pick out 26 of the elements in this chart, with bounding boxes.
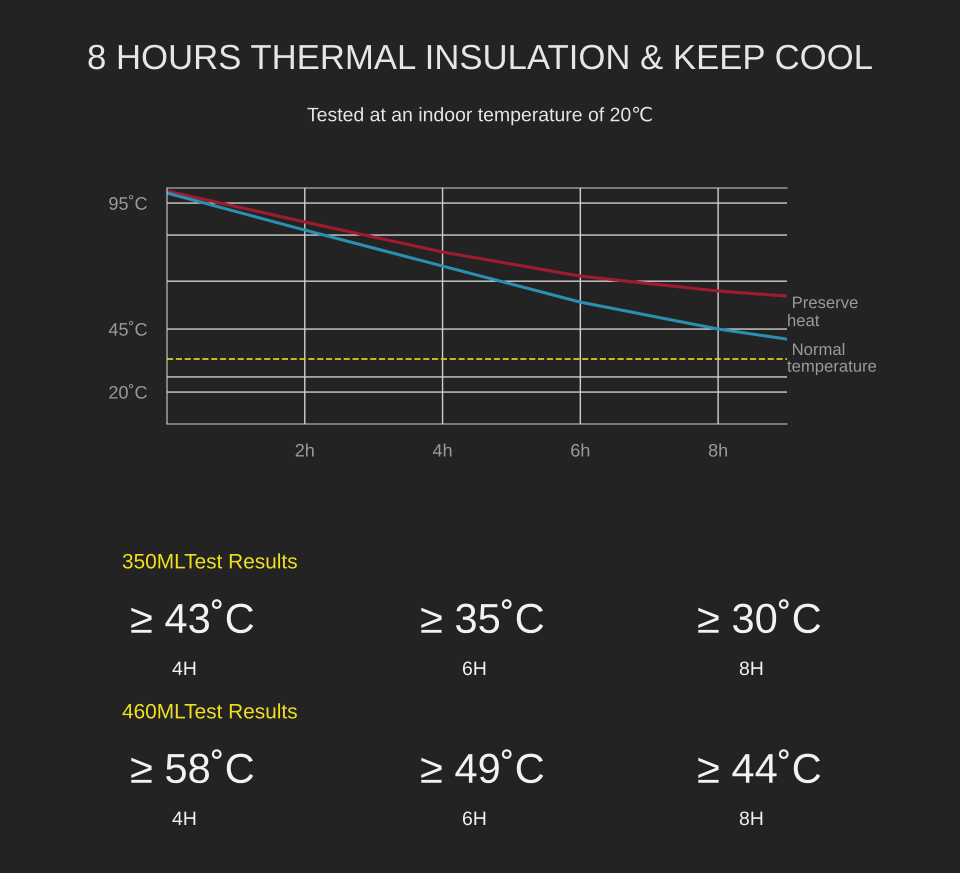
text: 350MLTest Results (122, 553, 297, 569)
chart-subtitle: Tested at an indoor temperature of 20℃ (307, 106, 652, 126)
text: ≥ 35˚C (421, 599, 544, 634)
text: ≥ 58˚C (131, 749, 254, 784)
y-tick-label: 95˚C (109, 195, 147, 210)
text: 6H (462, 811, 486, 826)
x-tick-label: 8h (708, 443, 727, 457)
text: ≥ 43˚C (131, 599, 254, 634)
chart-title: 8 HOURS THERMAL INSULATION & KEEP COOL (88, 44, 872, 70)
x-tick-label: 6h (571, 443, 590, 457)
series-label: Preserve heat (788, 296, 858, 326)
text: ≥ 44˚C (698, 749, 820, 784)
text: 8H (740, 661, 762, 676)
y-tick-label: 20˚C (109, 384, 147, 399)
text: 460MLTest Results (122, 703, 297, 719)
text: 4H (172, 812, 196, 826)
text: 6H (462, 661, 486, 676)
x-tick-label: 2h (296, 443, 314, 457)
text: ≥ 49˚C (421, 749, 544, 784)
line-series (167, 192, 787, 341)
text: ≥ 30˚C (698, 599, 820, 634)
text: 4H (172, 662, 196, 676)
y-tick-label: 45˚C (108, 321, 147, 336)
text: 8H (740, 811, 762, 826)
x-tick-label: 4h (432, 443, 452, 457)
ref-line-label: Normal temperature (787, 342, 876, 376)
